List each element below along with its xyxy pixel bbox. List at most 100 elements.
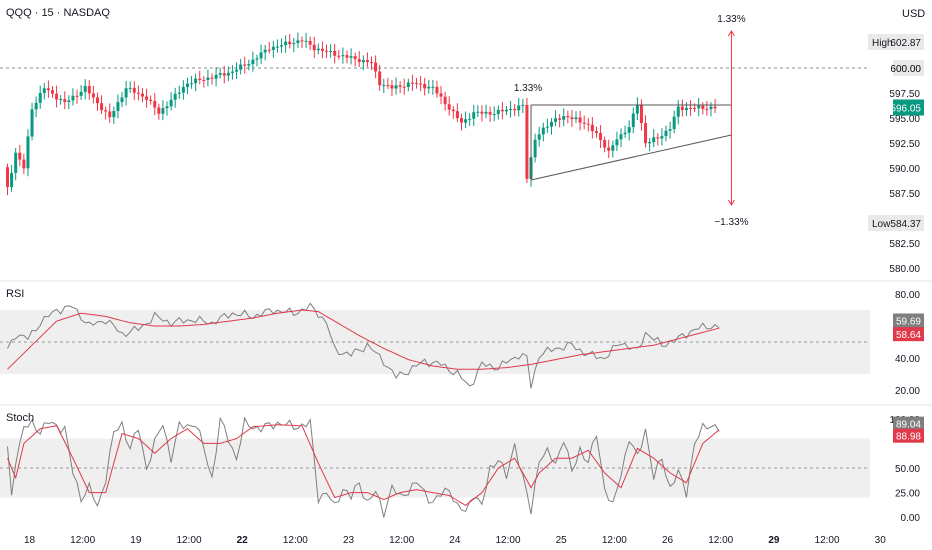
candle xyxy=(275,39,279,53)
time-tick-label: 30 xyxy=(875,535,887,546)
osc-tick-label: 25.00 xyxy=(895,489,920,500)
candle xyxy=(304,32,308,49)
candle-body xyxy=(639,104,643,124)
candle xyxy=(177,85,181,99)
candle-body xyxy=(660,136,664,139)
candle-body xyxy=(472,112,476,119)
candle xyxy=(525,97,529,184)
candle xyxy=(22,153,26,174)
candle xyxy=(623,125,627,138)
candle xyxy=(124,81,128,106)
candle xyxy=(545,118,549,133)
candle-body xyxy=(627,127,631,133)
price-axis[interactable]: 580.00582.50585.00587.50590.00592.50595.… xyxy=(868,34,924,275)
candle xyxy=(214,67,218,87)
candle-body xyxy=(226,72,230,76)
osc-tick-label: 80.00 xyxy=(895,290,920,301)
price-tick-label: 587.50 xyxy=(889,189,920,200)
candle xyxy=(464,111,468,129)
candle-body xyxy=(157,107,161,114)
candle xyxy=(365,52,369,67)
candle-body xyxy=(455,111,459,119)
candle xyxy=(259,44,263,64)
candle-body xyxy=(230,71,234,73)
rsi-pane[interactable]: 20.00 40.00 80.00 59.69 58.64 xyxy=(0,290,924,397)
candle xyxy=(513,104,517,117)
candle xyxy=(549,118,553,135)
candle-body xyxy=(214,74,218,79)
candle-body xyxy=(410,82,414,84)
candle xyxy=(713,98,717,114)
candle-body xyxy=(406,82,410,88)
candle-body xyxy=(668,129,672,131)
candle xyxy=(558,114,562,128)
candle-body xyxy=(484,111,488,114)
osc-tick-label: 0.00 xyxy=(901,513,921,524)
time-axis[interactable]: 18 12:00 19 12:00 22 12:00 23 12:00 24 12:00 25 12:… xyxy=(24,535,886,546)
candle xyxy=(390,79,394,97)
candle-body xyxy=(517,105,521,111)
candle xyxy=(599,125,603,149)
candle xyxy=(476,105,480,117)
candle xyxy=(173,87,177,108)
candle xyxy=(6,163,9,196)
candle xyxy=(672,110,676,134)
candle-body xyxy=(341,55,345,57)
candle xyxy=(488,106,492,122)
arrow-down-icon xyxy=(728,199,735,206)
candle-body xyxy=(656,137,660,139)
candle-body xyxy=(333,50,337,56)
candle xyxy=(668,121,672,139)
candle xyxy=(67,95,71,110)
candle-body xyxy=(14,152,18,173)
candle-body xyxy=(496,109,500,115)
candle-body xyxy=(153,100,157,108)
candle-body xyxy=(459,118,463,123)
candle-body xyxy=(394,85,398,89)
candle-body xyxy=(619,134,623,140)
candle xyxy=(521,98,525,114)
candle xyxy=(370,56,374,70)
-d-line xyxy=(7,424,720,507)
candle-body xyxy=(132,87,136,93)
price-pane[interactable]: 1.33% 1.33% −1.33% xyxy=(0,14,870,228)
candle-body xyxy=(10,172,14,188)
candle xyxy=(509,101,513,118)
candle xyxy=(42,82,46,100)
candle xyxy=(423,77,427,96)
candle xyxy=(267,42,271,54)
candle xyxy=(410,74,414,92)
candle-body xyxy=(415,83,418,85)
time-tick-label: 12:00 xyxy=(70,535,95,546)
candle-body xyxy=(104,110,108,112)
candle xyxy=(226,66,230,82)
candle-body xyxy=(566,116,570,118)
candle xyxy=(161,100,165,121)
candle xyxy=(325,44,329,58)
candle xyxy=(378,64,382,91)
candle-body xyxy=(427,86,431,89)
candle-body xyxy=(697,105,701,109)
candle-body xyxy=(320,48,324,51)
candle-body xyxy=(271,46,275,50)
candle-body xyxy=(71,95,75,101)
candle xyxy=(590,117,594,139)
candle xyxy=(149,95,153,105)
value-badge-text: 58.64 xyxy=(896,330,921,341)
candle-body xyxy=(705,108,709,110)
candle xyxy=(652,129,656,148)
candle xyxy=(615,131,619,151)
candle xyxy=(578,110,582,131)
candle-body xyxy=(79,91,83,96)
candle xyxy=(194,73,198,92)
candle xyxy=(239,58,243,75)
candle xyxy=(59,95,63,105)
candle-body xyxy=(55,93,59,100)
pattern-top-label: 1.33% xyxy=(514,83,542,94)
candle-body xyxy=(419,83,423,85)
candle xyxy=(517,97,521,117)
candle xyxy=(705,100,709,116)
candle xyxy=(83,79,87,100)
candle xyxy=(50,86,54,98)
